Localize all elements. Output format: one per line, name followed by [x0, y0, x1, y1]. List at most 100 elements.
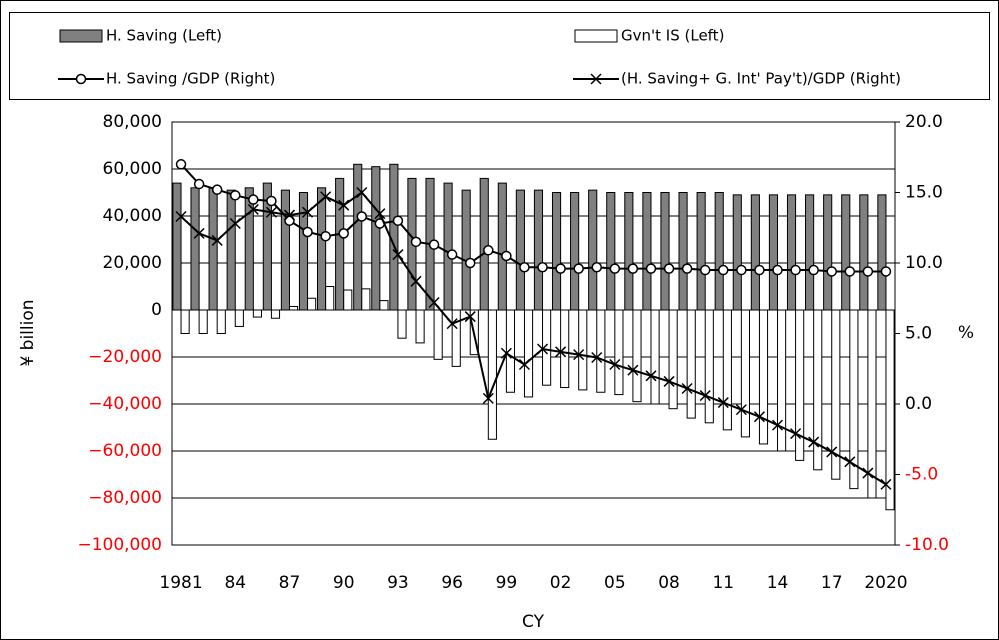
- marker: [699, 264, 711, 276]
- legend-label: (H. Saving+ G. Int' Pay't)/GDP (Right): [621, 70, 901, 88]
- x-tick-label: 11: [712, 573, 734, 593]
- legend-marker: [75, 73, 87, 85]
- x-tick-label: 90: [333, 573, 355, 593]
- marker: [880, 266, 892, 277]
- marker: [826, 446, 838, 458]
- bar: [288, 305, 299, 311]
- bar: [614, 309, 624, 396]
- bar: [777, 309, 787, 452]
- marker: [826, 266, 837, 277]
- bar: [515, 189, 525, 311]
- marker: [844, 266, 856, 277]
- bar: [786, 194, 797, 311]
- marker: [808, 264, 819, 276]
- marker: [193, 178, 205, 190]
- marker: [410, 236, 422, 248]
- marker: [266, 195, 277, 207]
- bar: [714, 192, 724, 311]
- bar: [722, 309, 732, 431]
- legend-swatch: [59, 29, 103, 43]
- marker: [175, 210, 187, 223]
- marker: [844, 456, 856, 468]
- bar: [461, 189, 471, 311]
- y2-tick-label: 5.0: [905, 324, 932, 344]
- bar: [704, 309, 714, 424]
- bar: [606, 192, 616, 311]
- bar: [487, 309, 497, 440]
- marker: [645, 263, 657, 274]
- bar: [244, 187, 254, 311]
- bar: [867, 309, 877, 499]
- bar: [732, 194, 742, 311]
- bar: [505, 309, 516, 393]
- marker: [464, 257, 476, 269]
- bar: [361, 288, 371, 311]
- marker: [302, 226, 313, 238]
- x-tick-label: 02: [550, 573, 572, 593]
- y2-tick-label: -5.0: [905, 465, 938, 485]
- marker: [537, 343, 549, 355]
- marker: [428, 296, 440, 309]
- marker: [645, 370, 657, 382]
- marker: [573, 349, 585, 361]
- bar: [280, 189, 290, 311]
- bar: [632, 309, 642, 403]
- marker: [663, 263, 675, 274]
- legend-box: [9, 12, 990, 100]
- x-tick-label: 84: [224, 573, 246, 593]
- x-tick-label: 17: [821, 573, 843, 593]
- bar: [551, 192, 562, 311]
- y2-axis-title: %: [958, 323, 974, 343]
- marker: [248, 194, 259, 205]
- marker: [808, 436, 820, 448]
- marker: [320, 191, 332, 203]
- marker: [446, 249, 458, 260]
- legend-marker: [590, 73, 602, 85]
- bar: [885, 309, 895, 511]
- y2-tick-label: 20.0: [905, 112, 943, 132]
- marker: [356, 211, 368, 222]
- bar: [234, 309, 244, 327]
- bar: [650, 309, 660, 405]
- bar: [307, 297, 317, 311]
- marker: [754, 264, 765, 276]
- bar: [758, 309, 769, 445]
- bar: [841, 194, 851, 311]
- marker: [518, 358, 530, 371]
- marker: [211, 234, 223, 246]
- y-tick-label: 40,000: [103, 206, 162, 226]
- y-tick-label: 0: [151, 300, 162, 320]
- y-tick-label: 80,000: [103, 112, 162, 132]
- bar: [190, 187, 200, 311]
- bar: [497, 182, 507, 311]
- x-tick-label: 1981: [159, 573, 202, 593]
- marker: [573, 263, 584, 274]
- bar: [533, 189, 544, 311]
- line: [180, 191, 887, 486]
- bar: [335, 177, 345, 311]
- marker: [230, 190, 241, 201]
- bar: [262, 182, 272, 311]
- marker: [519, 261, 530, 273]
- marker: [356, 186, 368, 199]
- y-tick-label: −100,000: [77, 535, 162, 555]
- marker: [302, 206, 314, 218]
- bar: [570, 192, 580, 311]
- y2-tick-label: 0.0: [905, 394, 932, 414]
- bar: [805, 194, 815, 311]
- bar: [831, 309, 841, 480]
- marker: [681, 263, 693, 274]
- y-tick-label: −60,000: [88, 441, 162, 461]
- bar: [298, 192, 309, 311]
- legend-label: Gvn't IS (Left): [621, 27, 724, 45]
- marker: [591, 261, 603, 273]
- bar: [740, 309, 750, 438]
- marker: [392, 215, 404, 226]
- y-axis-title: ¥ billion: [18, 299, 38, 366]
- bar: [523, 309, 534, 398]
- marker: [790, 264, 801, 276]
- bar: [813, 309, 823, 471]
- marker: [482, 392, 494, 404]
- marker: [537, 261, 548, 273]
